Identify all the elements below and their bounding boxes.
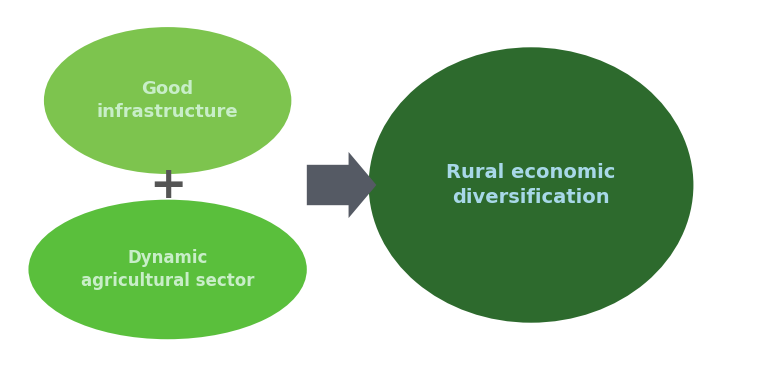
Text: Rural economic
diversification: Rural economic diversification — [446, 163, 615, 207]
Text: Dynamic
agricultural sector: Dynamic agricultural sector — [81, 249, 255, 290]
Text: +: + — [149, 164, 186, 206]
Text: Good
infrastructure: Good infrastructure — [97, 80, 238, 121]
Ellipse shape — [29, 200, 307, 339]
Ellipse shape — [369, 47, 694, 323]
Ellipse shape — [44, 27, 291, 174]
Polygon shape — [307, 152, 376, 218]
